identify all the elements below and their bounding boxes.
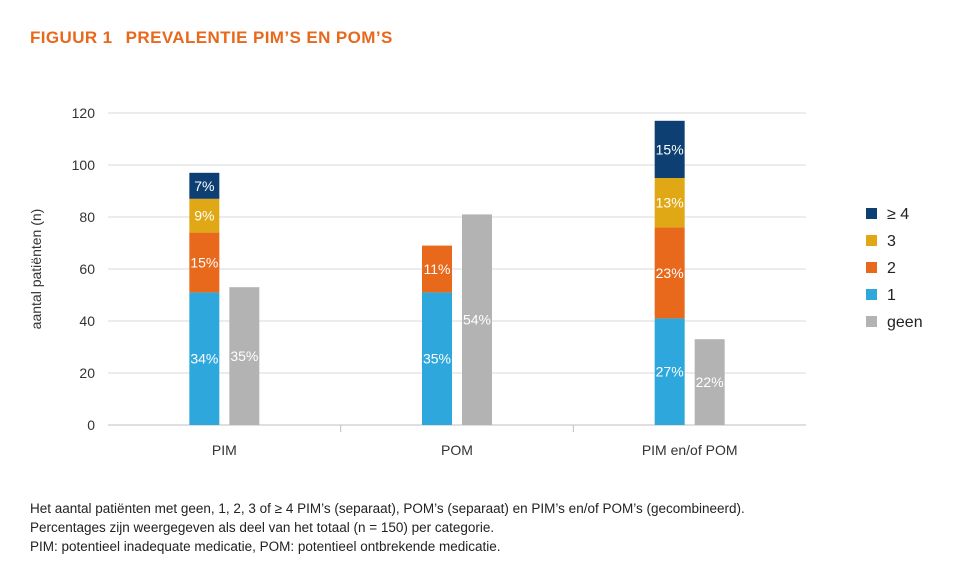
legend-label: ≥ 4 (887, 206, 909, 223)
legend-swatch (866, 316, 877, 327)
bar-segment (654, 178, 685, 228)
data-label: 34% (190, 351, 218, 367)
y-tick-label: 80 (79, 209, 95, 225)
figure-number: FIGUUR 1 (30, 28, 113, 47)
bar-segment (422, 292, 452, 425)
legend-label: geen (887, 314, 923, 331)
y-tick-label: 40 (79, 313, 95, 329)
bar-segment (189, 232, 220, 293)
legend-label: 3 (887, 233, 896, 250)
data-label: 15% (656, 141, 684, 157)
bar-segment (654, 120, 685, 178)
data-label: 9% (194, 208, 214, 224)
bar-segment (654, 227, 685, 319)
y-axis-label: aantal patiënten (n) (28, 209, 44, 330)
data-label: 13% (656, 195, 684, 211)
data-label: 27% (656, 364, 684, 380)
x-tick-label: PIM (212, 442, 237, 458)
bar-segment (654, 318, 685, 425)
x-tick-label: PIM en/of POM (642, 442, 738, 458)
data-label: 22% (696, 374, 724, 390)
bar-geen (694, 339, 725, 425)
bar-segment (422, 245, 452, 293)
x-tick-label: POM (441, 442, 473, 458)
legend-swatch (866, 235, 877, 246)
y-tick-label: 60 (79, 261, 95, 277)
figure-caption: Het aantal patiënten met geen, 1, 2, 3 o… (30, 499, 745, 556)
y-tick-label: 20 (79, 365, 95, 381)
y-tick-label: 120 (72, 105, 96, 121)
bar-geen (229, 287, 260, 425)
legend-label: 2 (887, 260, 896, 277)
bar-geen (462, 214, 492, 425)
legend-swatch (866, 208, 877, 219)
data-label: 54% (463, 312, 491, 328)
bar-segment (189, 172, 220, 199)
bar-segment (189, 198, 220, 233)
caption-line-3: PIM: potentieel inadequate medicatie, PO… (30, 539, 501, 554)
data-label: 35% (423, 351, 451, 367)
bar-segment (189, 292, 220, 425)
legend-swatch (866, 289, 877, 300)
figure-title-text: PREVALENTIE PIM’S EN POM’S (125, 28, 393, 47)
data-label: 7% (194, 178, 214, 194)
data-label: 11% (424, 261, 451, 277)
legend-label: 1 (887, 287, 896, 304)
y-tick-label: 100 (72, 157, 96, 173)
data-label: 35% (230, 348, 258, 364)
data-label: 23% (656, 265, 684, 281)
legend-swatch (866, 262, 877, 273)
data-label: 15% (190, 255, 218, 271)
figure-title: FIGUUR 1 PREVALENTIE PIM’S EN POM’S (30, 28, 393, 48)
y-tick-label: 0 (87, 417, 95, 433)
caption-line-1: Het aantal patiënten met geen, 1, 2, 3 o… (30, 501, 745, 516)
caption-line-2: Percentages zijn weergegeven als deel va… (30, 520, 495, 535)
